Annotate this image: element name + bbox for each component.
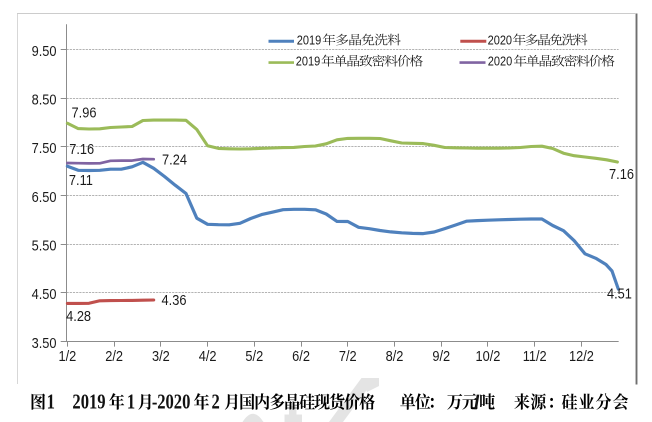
svg-text:9/2: 9/2 [432, 348, 450, 364]
svg-text:8.50: 8.50 [32, 92, 57, 108]
svg-text:6/2: 6/2 [292, 348, 310, 364]
svg-text:7.11: 7.11 [69, 172, 93, 188]
svg-text:2020: 2020 [488, 55, 513, 69]
svg-text:1: 1 [127, 391, 135, 414]
svg-text:2019: 2019 [296, 55, 320, 69]
svg-text:4/2: 4/2 [199, 348, 217, 364]
svg-text:10/2: 10/2 [476, 348, 501, 364]
svg-text:2: 2 [212, 391, 220, 414]
svg-text:3/2: 3/2 [152, 348, 170, 364]
svg-text:2020: 2020 [157, 391, 190, 414]
svg-text:9.50: 9.50 [32, 43, 57, 59]
svg-text:7.16: 7.16 [69, 141, 94, 157]
svg-text:1: 1 [47, 391, 55, 414]
svg-text:5.50: 5.50 [32, 238, 57, 254]
svg-text:5/2: 5/2 [245, 348, 263, 364]
svg-text:-: - [152, 391, 158, 414]
svg-text:3.50: 3.50 [32, 335, 57, 351]
svg-text:12/2: 12/2 [569, 348, 594, 364]
svg-text:8/2: 8/2 [386, 348, 404, 364]
svg-text:7.16: 7.16 [609, 166, 634, 182]
svg-text:2/2: 2/2 [105, 348, 123, 364]
svg-text:7.96: 7.96 [72, 105, 97, 121]
svg-text:6.50: 6.50 [32, 189, 57, 205]
svg-text:1/2: 1/2 [59, 348, 77, 364]
svg-text:2019: 2019 [297, 34, 321, 48]
svg-text:7.50: 7.50 [32, 140, 57, 156]
svg-text:7/2: 7/2 [339, 348, 357, 364]
svg-text:2019: 2019 [72, 391, 105, 414]
svg-text:7.24: 7.24 [162, 152, 187, 168]
svg-text:4.28: 4.28 [66, 308, 91, 324]
svg-text:11/2: 11/2 [523, 348, 547, 364]
svg-text:4.50: 4.50 [32, 286, 57, 302]
svg-text:4.51: 4.51 [607, 286, 632, 302]
svg-text:2020: 2020 [488, 34, 513, 48]
svg-text:4.36: 4.36 [162, 292, 187, 308]
